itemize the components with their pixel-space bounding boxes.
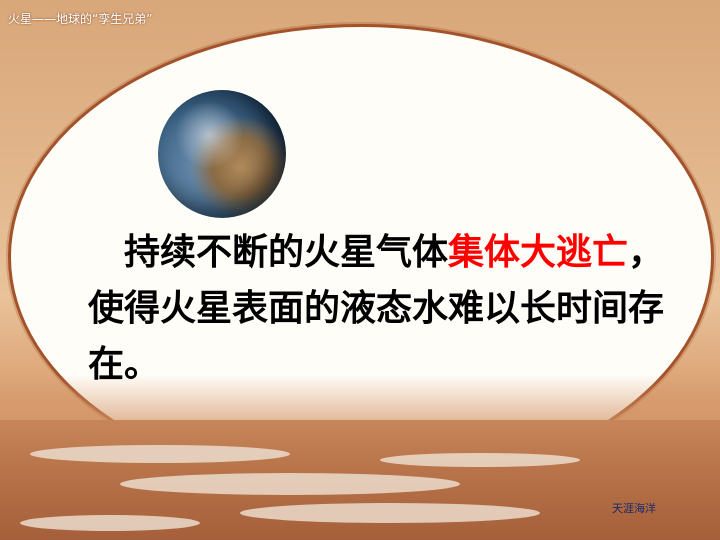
body-text-part1: 持续不断的火星气体 (88, 232, 449, 273)
body-text: 持续不断的火星气体集体大逃亡，使得火星表面的液态水难以长时间存在。 (88, 225, 688, 393)
terrain-streak (120, 473, 460, 495)
terrain-streak (20, 515, 200, 531)
body-text-highlight: 集体大逃亡 (448, 232, 629, 273)
mars-landscape (0, 375, 720, 540)
terrain-streak (30, 445, 290, 463)
terrain-streak (380, 453, 580, 467)
body-text-part2: ，使得火星表面的液态水难以长时间存在。 (88, 232, 665, 385)
terrain-streak (240, 503, 540, 523)
watermark: 天涯海洋 (612, 502, 656, 515)
slide-title: 火星——地球的“孪生兄弟” (8, 12, 153, 26)
earth-icon (158, 90, 286, 218)
